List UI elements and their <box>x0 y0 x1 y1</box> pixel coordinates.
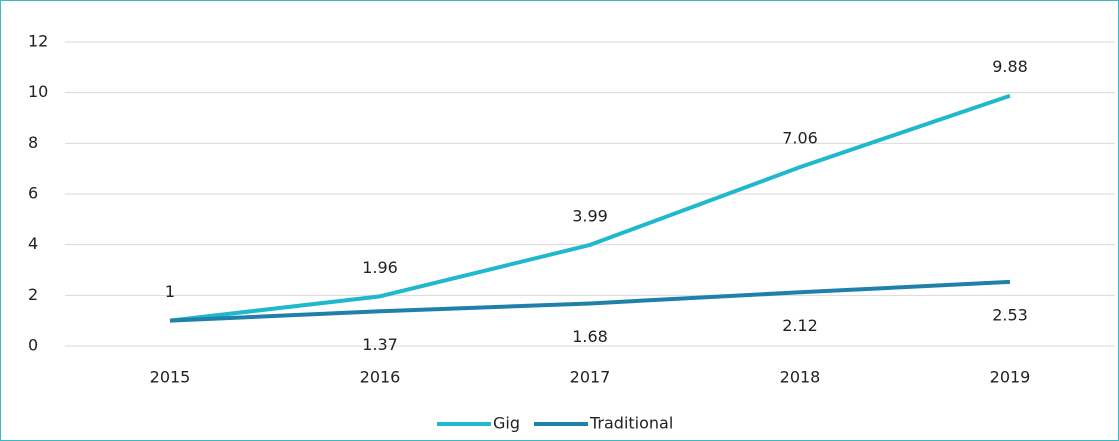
data-label: 1.37 <box>362 335 398 354</box>
data-label: 2.53 <box>992 305 1028 324</box>
y-tick-label: 8 <box>28 133 38 152</box>
x-tick-label: 2017 <box>570 368 611 387</box>
data-label: 1.68 <box>572 327 608 346</box>
y-tick-label: 6 <box>28 184 38 203</box>
y-tick-label: 12 <box>28 32 48 51</box>
y-tick-label: 0 <box>28 336 38 355</box>
y-tick-label: 2 <box>28 285 38 304</box>
series-line <box>169 93 1011 323</box>
x-tick-label: 2018 <box>780 368 821 387</box>
data-label: 1.96 <box>362 258 398 277</box>
legend-label: Traditional <box>589 414 673 433</box>
y-tick-label: 4 <box>28 234 38 253</box>
series-line <box>169 279 1011 323</box>
data-label: 2.12 <box>782 316 818 335</box>
data-label: 9.88 <box>992 57 1028 76</box>
x-tick-label: 2016 <box>360 368 401 387</box>
y-tick-label: 10 <box>28 82 48 101</box>
x-tick-label: 2015 <box>150 368 191 387</box>
legend-label: Gig <box>493 414 520 433</box>
data-label: 1 <box>165 282 175 301</box>
x-tick-label: 2019 <box>990 368 1031 387</box>
data-label: 7.06 <box>782 129 818 148</box>
data-label: 3.99 <box>572 206 608 225</box>
